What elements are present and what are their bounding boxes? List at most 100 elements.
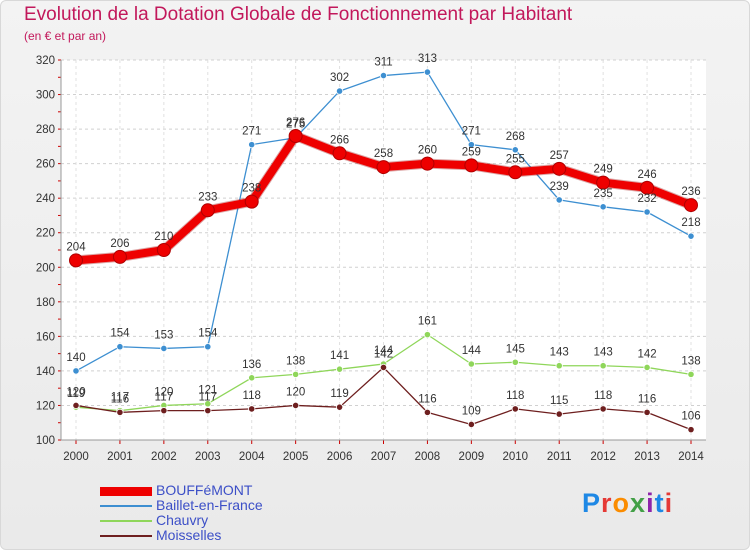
data-label: 143 <box>594 347 613 359</box>
chart-subtitle: (en € et par an) <box>24 29 107 43</box>
data-point <box>69 253 83 268</box>
y-tick-label: 320 <box>36 55 55 67</box>
data-point <box>292 401 300 410</box>
data-point <box>684 198 698 213</box>
data-label: 313 <box>418 53 437 65</box>
x-tick-label: 2001 <box>107 451 133 463</box>
data-label: 271 <box>242 126 261 138</box>
y-tick-label: 160 <box>36 331 55 343</box>
x-tick-label: 2013 <box>634 451 660 463</box>
data-point <box>160 407 168 415</box>
data-label: 218 <box>681 217 700 229</box>
data-point <box>555 362 563 370</box>
data-label: 119 <box>330 388 348 400</box>
data-point <box>244 194 259 209</box>
x-tick-label: 2011 <box>547 451 572 463</box>
data-label: 210 <box>154 231 173 243</box>
data-label: 206 <box>110 238 129 250</box>
data-label: 138 <box>681 355 700 367</box>
data-label: 258 <box>374 148 393 160</box>
data-point <box>332 146 347 161</box>
data-label: 116 <box>111 393 129 405</box>
data-label: 116 <box>418 393 436 405</box>
x-tick-label: 2014 <box>678 451 704 463</box>
data-point <box>112 249 127 264</box>
data-point <box>423 68 432 76</box>
data-label: 271 <box>462 126 481 138</box>
x-tick-label: 2012 <box>590 451 616 463</box>
data-label: 154 <box>198 328 218 340</box>
data-point <box>116 343 124 351</box>
data-label: 136 <box>242 359 261 371</box>
y-tick-label: 240 <box>36 193 55 205</box>
data-label: 232 <box>637 193 656 205</box>
data-point <box>599 405 607 413</box>
data-point <box>555 410 563 418</box>
y-tick-label: 260 <box>36 159 55 171</box>
data-point <box>288 129 303 143</box>
data-point <box>379 363 388 372</box>
data-label: 204 <box>66 241 86 253</box>
legend-swatch <box>100 486 152 496</box>
x-tick-label: 2006 <box>327 451 353 463</box>
data-label: 153 <box>154 329 173 341</box>
data-label: 118 <box>594 390 612 402</box>
data-label: 144 <box>462 345 482 357</box>
y-tick-label: 180 <box>36 297 55 309</box>
data-label: 117 <box>111 392 129 404</box>
y-tick-label: 200 <box>36 262 55 274</box>
data-label: 138 <box>286 355 305 367</box>
data-point <box>643 363 651 372</box>
data-label: 235 <box>594 188 613 200</box>
data-label: 275 <box>286 119 305 131</box>
data-label: 238 <box>242 183 261 195</box>
data-label: 120 <box>66 386 85 398</box>
x-tick-label: 2002 <box>151 451 177 463</box>
data-label: 266 <box>330 134 349 146</box>
data-label: 257 <box>550 150 569 162</box>
data-label: 311 <box>374 57 392 69</box>
legend-label: Baillet-en-France <box>156 497 263 513</box>
data-label: 117 <box>155 392 173 404</box>
data-label: 268 <box>506 131 525 143</box>
legend-label: BOUFFéMONT <box>156 482 253 498</box>
data-label: 115 <box>550 395 568 407</box>
data-label: 144 <box>374 345 394 357</box>
data-label: 142 <box>637 348 656 360</box>
data-point <box>204 343 212 351</box>
data-label: 140 <box>66 352 85 364</box>
data-point <box>555 196 563 204</box>
data-label: 239 <box>550 181 569 193</box>
data-point <box>508 165 523 180</box>
x-tick-label: 2005 <box>283 451 309 463</box>
data-point <box>423 408 432 416</box>
legend-swatch <box>100 505 152 507</box>
legend-label: Chauvry <box>156 512 209 528</box>
data-point <box>204 407 212 415</box>
chart-title: Evolution de la Dotation Globale de Fonc… <box>24 4 573 25</box>
data-label: 118 <box>243 390 261 402</box>
data-point <box>200 203 215 218</box>
data-point <box>420 156 435 171</box>
y-tick-label: 220 <box>36 228 55 240</box>
data-point <box>116 408 124 416</box>
data-label: 255 <box>506 153 525 165</box>
data-point <box>292 370 300 378</box>
data-label: 116 <box>638 393 656 405</box>
data-point <box>640 180 655 195</box>
data-label: 249 <box>594 164 613 176</box>
data-label: 259 <box>462 146 481 158</box>
data-point <box>687 426 695 434</box>
data-label: 117 <box>199 392 217 404</box>
data-point <box>72 401 80 410</box>
data-label: 142 <box>374 348 393 360</box>
y-tick-label: 120 <box>36 400 55 412</box>
legend-swatch <box>100 535 152 537</box>
data-point <box>511 358 519 366</box>
data-label: 141 <box>330 350 349 362</box>
data-point <box>248 405 256 413</box>
x-tick-label: 2003 <box>195 451 221 463</box>
data-label: 161 <box>418 316 437 328</box>
data-label: 246 <box>637 169 656 181</box>
